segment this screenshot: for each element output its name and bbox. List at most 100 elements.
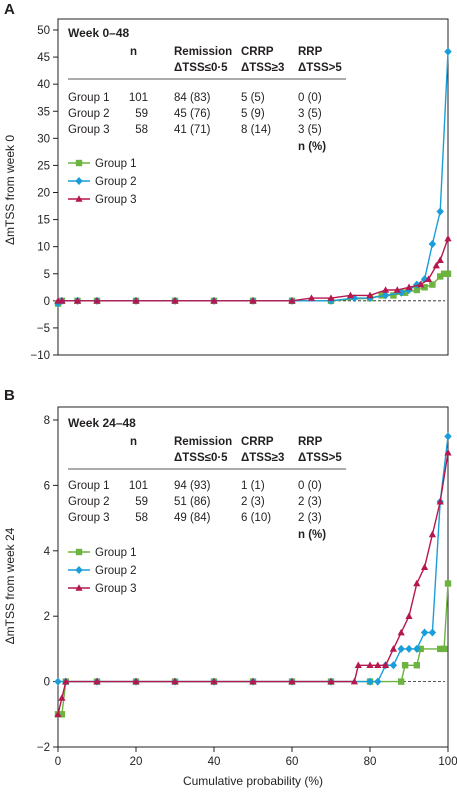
group-3-point <box>444 448 452 456</box>
y-tick-label: 5 <box>44 269 50 281</box>
table-row-group: Group 2 <box>68 496 110 508</box>
table-row-group: Group 3 <box>68 512 110 524</box>
table-row-rrp: 2 (3) <box>298 496 322 508</box>
legend-label: Group 2 <box>95 176 137 188</box>
y-axis-label-a: ΔmTSS from week 0 <box>3 135 17 245</box>
y-tick-label: 30 <box>37 133 50 145</box>
table-row-n: 59 <box>135 496 148 508</box>
x-axis-label: Cumulative probability (%) <box>183 774 323 788</box>
table-header-n: n <box>130 436 137 448</box>
group-2-point <box>428 628 437 637</box>
x-ticks-b: 0 20 40 60 80 100 <box>55 747 457 768</box>
table-header-crrp-def: ΔTSS≥3 <box>241 452 284 464</box>
table-row-rrp: 3 (5) <box>298 124 322 136</box>
legend-label: Group 1 <box>95 158 137 170</box>
group-3-point <box>405 612 413 619</box>
x-tick-label: 60 <box>286 756 299 768</box>
table-row-group: Group 1 <box>68 92 110 104</box>
y-tick-label: 50 <box>37 25 50 37</box>
group-3-point <box>354 661 362 669</box>
group-3-point <box>54 710 62 718</box>
group-3-point <box>73 297 82 304</box>
panel-title-b: Week 24–48 <box>68 416 136 430</box>
y-tick-label: −5 <box>37 323 50 335</box>
y-tick-label: 10 <box>37 242 50 254</box>
summary-table-a: n Remission ΔTSS≤0·5 CRRP ΔTSS≥3 RRP ΔTS… <box>68 46 346 153</box>
group-2-point <box>54 677 62 686</box>
table-row-n: 59 <box>135 108 148 120</box>
table-row-remission: 49 (84) <box>174 512 211 524</box>
group-3-point <box>382 661 390 669</box>
group-1-point <box>398 678 405 685</box>
group-3-point <box>421 563 429 570</box>
table-header-remission-def: ΔTSS≤0·5 <box>174 452 228 464</box>
group-2-point <box>374 677 382 686</box>
x-tick-label: 80 <box>364 756 377 768</box>
table-row-crrp: 5 (5) <box>241 92 265 104</box>
y-tick-label: 35 <box>37 106 50 118</box>
legend-marker <box>75 548 83 556</box>
y-tick-label: −10 <box>30 350 50 362</box>
group-3-point <box>288 677 296 685</box>
table-row-rrp: 0 (0) <box>298 92 322 104</box>
group-3-point <box>210 677 218 685</box>
group-3-point <box>350 677 358 685</box>
table-row-group: Group 3 <box>68 124 110 136</box>
series-a <box>54 47 452 308</box>
group-2-point <box>366 677 374 686</box>
table-header-remission: Remission <box>174 436 232 448</box>
table-row-rrp: 3 (5) <box>298 108 322 120</box>
y-tick-label: 6 <box>44 480 50 492</box>
group-1-point <box>429 281 436 288</box>
table-row-crrp: 5 (9) <box>241 108 265 120</box>
group-3-point <box>382 286 390 293</box>
group-3-point <box>413 579 421 587</box>
y-tick-label: 2 <box>44 611 50 623</box>
table-header-rrp: RRP <box>298 46 323 58</box>
y-tick-label: −2 <box>37 742 50 754</box>
y-axis-label-b: ΔmTSS from week 24 <box>3 527 17 644</box>
group-3-point <box>374 661 382 669</box>
group-3-point <box>58 297 66 304</box>
legend-item-group-1: Group 1 <box>68 547 137 559</box>
group-1-point <box>413 662 420 669</box>
legend-label: Group 3 <box>95 583 137 595</box>
x-tick-label: 100 <box>438 756 457 768</box>
group-1-point <box>401 662 409 669</box>
group-3-point <box>405 283 413 291</box>
table-row-rrp: 0 (0) <box>298 480 322 492</box>
y-tick-label: 45 <box>37 52 50 64</box>
summary-table-b: n Remission ΔTSS≤0·5 CRRP ΔTSS≥3 RRP ΔTS… <box>68 436 346 541</box>
y-tick-label: 8 <box>44 415 50 427</box>
panel-title-a: Week 0–48 <box>68 26 129 40</box>
table-row-remission: 45 (76) <box>174 108 211 120</box>
legend-marker <box>75 177 83 185</box>
group-1-line <box>58 583 449 715</box>
legend-marker <box>75 195 83 202</box>
group-2-point <box>397 644 405 653</box>
group-3-point <box>288 297 296 304</box>
group-3-point <box>132 677 140 685</box>
series-b <box>54 432 452 718</box>
table-row-remission: 41 (71) <box>174 124 211 136</box>
table-header-crrp: CRRP <box>241 436 274 448</box>
group-2-point <box>405 644 413 653</box>
group-3-point <box>428 530 436 538</box>
y-tick-label: 0 <box>44 296 50 308</box>
panel-letter-b: B <box>4 387 15 404</box>
table-row-n: 58 <box>135 512 148 524</box>
table-row-n: 101 <box>129 92 148 104</box>
x-tick-label: 20 <box>130 756 143 768</box>
group-3-point <box>62 677 70 685</box>
x-tick-label: 0 <box>55 756 61 768</box>
group-3-point <box>436 256 444 264</box>
table-footer: n (%) <box>298 141 326 153</box>
table-row-crrp: 1 (1) <box>241 480 265 492</box>
group-3-point <box>393 286 401 293</box>
group-3-point <box>93 677 101 685</box>
table-row-group: Group 1 <box>68 480 110 492</box>
x-tick-label: 40 <box>208 756 221 768</box>
group-3-point <box>346 291 355 299</box>
group-1-point <box>58 711 66 718</box>
